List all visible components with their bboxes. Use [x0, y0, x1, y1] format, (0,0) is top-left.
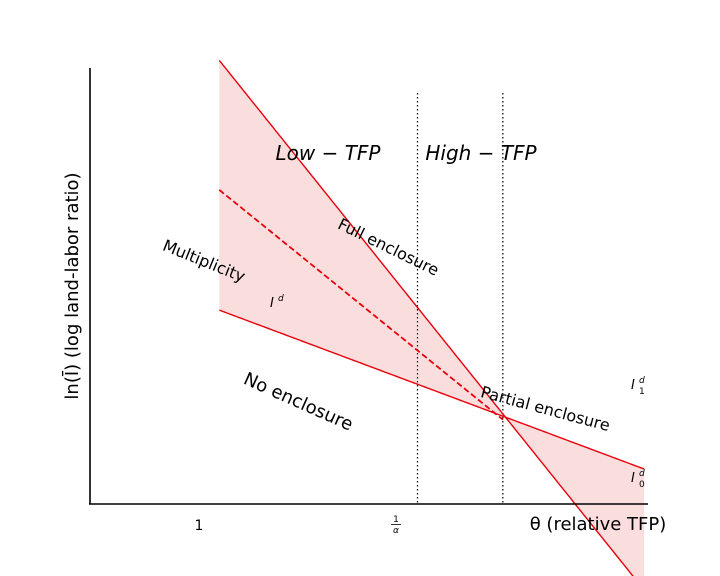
svg-text:1: 1 — [393, 515, 399, 525]
annotation-high-tfp: High − TFP — [425, 141, 537, 165]
annotation-low-tfp: Low − TFP — [276, 141, 382, 165]
svg-text:α: α — [393, 526, 399, 536]
annotation-no-enclosure: No enclosure — [240, 368, 356, 435]
y-axis-label: ln(Ī) (log land-labor ratio) — [61, 172, 83, 399]
x-axis-label: θ (relative TFP) — [530, 514, 667, 535]
x-tick-label-1-over-alpha: 1 α — [391, 515, 401, 536]
x-tick-label-1: 1 — [195, 518, 204, 534]
curve-i1 — [219, 309, 645, 470]
curve-i0 — [218, 59, 634, 576]
curve-id-dashed — [218, 189, 504, 421]
shaded-region — [219, 60, 645, 576]
